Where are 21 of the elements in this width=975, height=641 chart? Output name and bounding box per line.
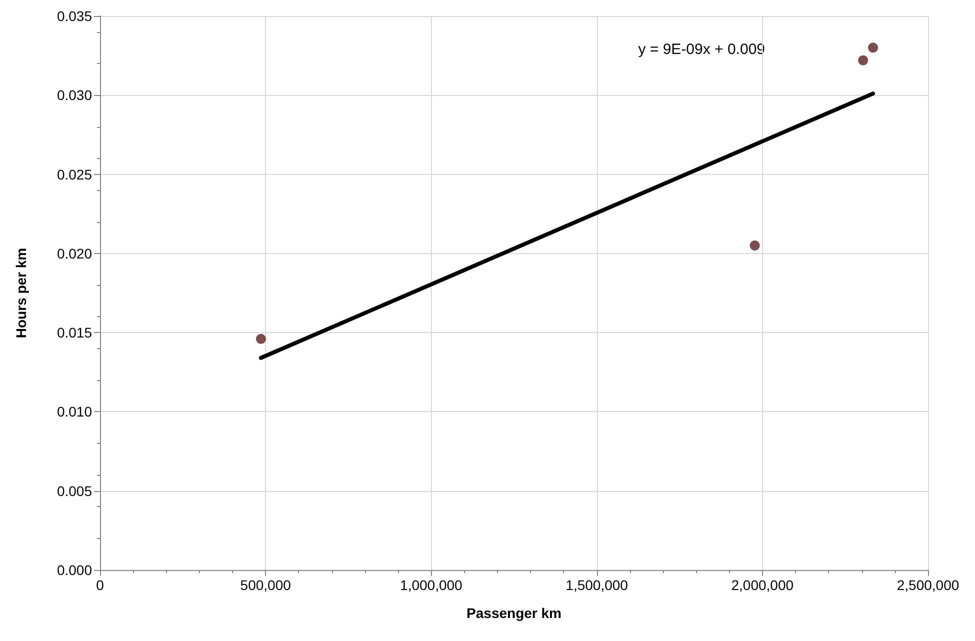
x-axis-title: Passenger km bbox=[466, 605, 562, 621]
y-tick-label: 0.005 bbox=[56, 482, 92, 499]
y-tick-label: 0.020 bbox=[56, 245, 92, 262]
point bbox=[256, 334, 266, 344]
point bbox=[858, 55, 868, 66]
y-tick-label: 0.035 bbox=[56, 8, 92, 24]
point bbox=[750, 240, 760, 251]
x-tick-label: 1,500,000 bbox=[566, 577, 628, 593]
y-tick-label: 0.030 bbox=[56, 87, 92, 104]
point bbox=[868, 42, 878, 53]
y-tick-label: 0.000 bbox=[56, 562, 92, 578]
x-tick-label: 500,000 bbox=[240, 577, 292, 593]
x-tick-label: 2,500,000 bbox=[896, 577, 960, 593]
x-tick-label: 0 bbox=[96, 577, 104, 593]
y-tick-label: 0.015 bbox=[56, 324, 92, 341]
x-tick-label: 1,000,000 bbox=[400, 577, 463, 593]
y-tick-label: 0.010 bbox=[56, 404, 92, 420]
annotation: y = 9E-09x + 0.009 bbox=[638, 41, 766, 58]
y-axis-title: Hours per km bbox=[13, 248, 29, 338]
y-tick-label: 0.025 bbox=[56, 166, 92, 182]
x-tick-label: 2,000,000 bbox=[731, 577, 794, 593]
